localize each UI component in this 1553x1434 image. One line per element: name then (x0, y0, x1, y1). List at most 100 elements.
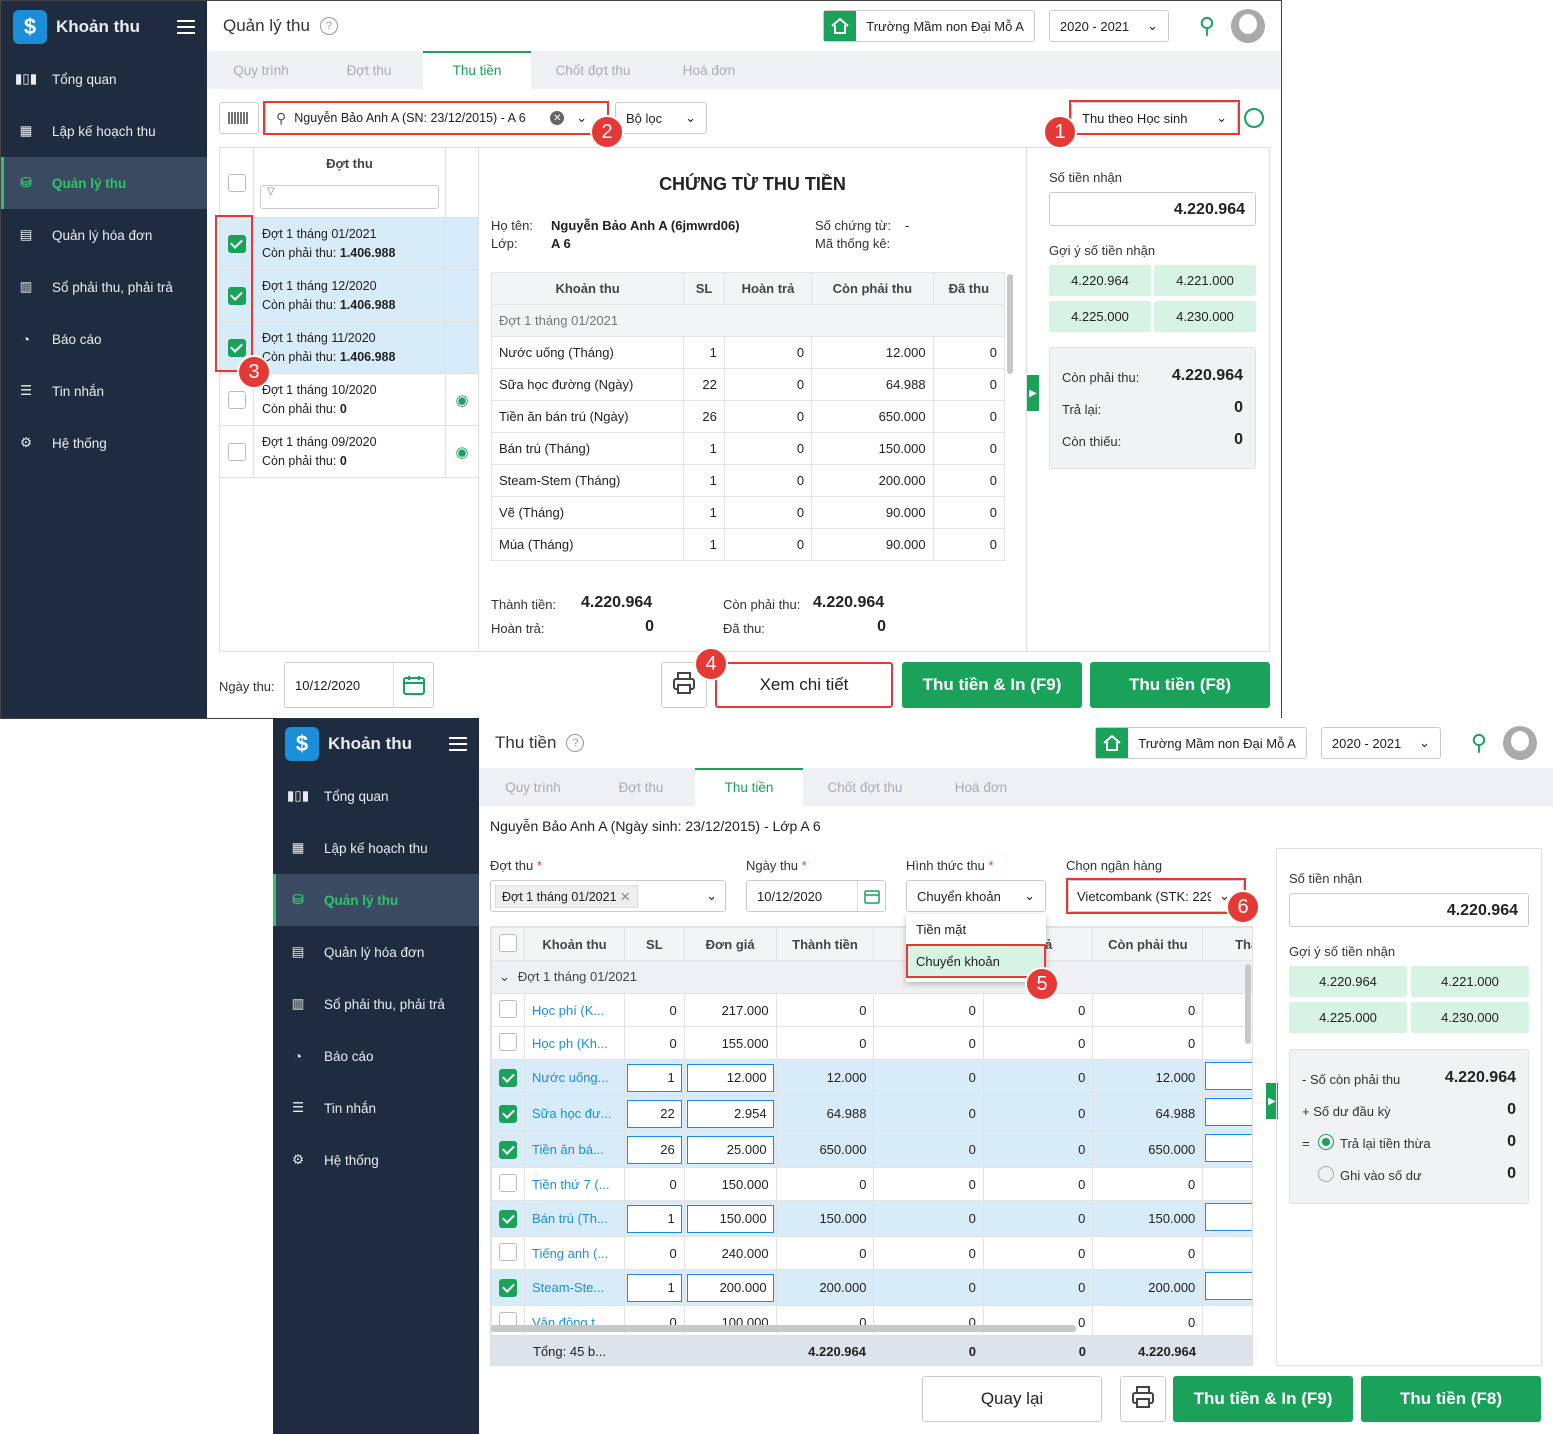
price-input[interactable]: 25.000 (686, 1135, 774, 1164)
batch-checkbox[interactable] (227, 286, 246, 305)
sidebar-item-so-phai-thu[interactable]: ▥ Sổ phải thu, phải trả (273, 978, 479, 1030)
sidebar-item-bao-cao[interactable]: ◔ Báo cáo (273, 1030, 479, 1082)
sidebar-item-tin-nhan[interactable]: ☰ Tin nhắn (1, 365, 207, 417)
price-input[interactable]: 200.000 (686, 1273, 774, 1302)
sidebar-item-so-phai-thu[interactable]: ▥ Sổ phải thu, phải trả (1, 261, 207, 313)
chevron-down-icon[interactable]: ⌄ (499, 969, 510, 984)
row-checkbox[interactable] (499, 1210, 517, 1228)
eye-icon[interactable]: ◉ (455, 391, 469, 409)
method-select[interactable]: Chuyển khoản ⌄ (906, 880, 1046, 912)
item-name-link[interactable]: Học ph (Kh... (524, 1026, 625, 1060)
extra-input[interactable] (1205, 1062, 1252, 1090)
pay-print-button[interactable]: Thu tiền & In (F9) (902, 662, 1082, 708)
item-name-link[interactable]: Bán trú (Th... (524, 1200, 625, 1237)
student-search[interactable]: ⚲ Nguyễn Bảo Anh A (SN: 23/12/2015) - A … (265, 102, 609, 134)
tab-chot-dot-thu[interactable]: Chốt đợt thu (827, 780, 903, 795)
pay-button[interactable]: Thu tiền (F8) (1090, 662, 1270, 708)
sidebar-item-tin-nhan[interactable]: ☰ Tin nhắn (273, 1082, 479, 1134)
item-name-link[interactable]: Tiền thứ 7 (... (524, 1167, 625, 1201)
menu-icon[interactable] (449, 733, 467, 755)
filter-select[interactable]: Bộ lọc ⌄ (615, 102, 707, 134)
remove-tag-icon[interactable]: ✕ (620, 889, 631, 904)
row-checkbox[interactable] (499, 1173, 517, 1192)
school-selector[interactable]: Trường Mầm non Đại Mỗ A (1095, 727, 1307, 759)
row-checkbox[interactable] (499, 1069, 517, 1087)
menu-icon[interactable] (177, 16, 195, 38)
barcode-button[interactable] (219, 102, 259, 134)
eye-icon[interactable]: ◉ (455, 443, 469, 461)
table-row[interactable]: Steam-Ste... 1 200.000 200.000 0 0 200.000 (491, 1269, 1252, 1306)
history-icon[interactable] (1244, 108, 1264, 128)
item-name-link[interactable]: Nước uống... (524, 1059, 625, 1096)
help-icon[interactable]: ? (566, 734, 585, 752)
year-select[interactable]: 2020 - 2021 ⌄ (1048, 10, 1169, 42)
clear-icon[interactable]: ✕ (550, 111, 565, 125)
sidebar-item-lap-ke-hoach-thu[interactable]: ▦ Lập kế hoạch thu (273, 822, 479, 874)
view-detail-button[interactable]: Xem chi tiết (715, 662, 893, 708)
sidebar-item-he-thong[interactable]: ⚙ Hệ thống (273, 1134, 479, 1186)
bank-select[interactable]: Vietcombank (STK: 229 ⌄ (1068, 880, 1244, 912)
extra-input[interactable] (1205, 1272, 1252, 1300)
sl-input[interactable]: 22 (626, 1099, 682, 1128)
batch-checkbox[interactable] (227, 234, 246, 253)
table-row[interactable]: Tiền thứ 7 (... 0 150.000 0 0 0 0 (491, 1167, 1252, 1201)
pay-button[interactable]: Thu tiền (F8) (1361, 1376, 1541, 1422)
horizontal-scrollbar[interactable] (491, 1325, 1076, 1332)
option-cash[interactable]: Tiền mặt (916, 922, 967, 937)
table-row[interactable]: Vận động t... 0 100.000 0 0 0 0 (491, 1305, 1252, 1339)
date-input[interactable]: 10/12/2020 (746, 880, 886, 912)
suggest-button[interactable]: 4.221.000 (1154, 265, 1256, 296)
sidebar-item-quan-ly-thu[interactable]: ⛁ Quản lý thu (273, 874, 479, 926)
batch-row[interactable]: Đợt 1 tháng 10/2020 Còn phải thu: 0 ◉ (220, 374, 478, 426)
vertical-scrollbar[interactable] (1245, 964, 1251, 1044)
suggest-button[interactable]: 4.220.964 (1049, 265, 1151, 296)
tab-chot-dot-thu[interactable]: Chốt đợt thu (555, 63, 631, 78)
table-row[interactable]: Nước uống... 1 12.000 12.000 0 0 12.000 (491, 1059, 1252, 1096)
row-checkbox[interactable] (499, 1032, 517, 1051)
item-name-link[interactable]: Sữa học đư... (524, 1095, 625, 1132)
table-row[interactable]: Bán trú (Th... 1 150.000 150.000 0 0 150.000 (491, 1200, 1252, 1237)
row-checkbox[interactable] (499, 999, 517, 1018)
sidebar-item-quan-ly-hoa-don[interactable]: ▤ Quản lý hóa đơn (273, 926, 479, 978)
batch-row[interactable]: Đợt 1 tháng 12/2020 Còn phải thu: 1.406.9… (220, 270, 478, 322)
pay-print-button[interactable]: Thu tiền & In (F9) (1173, 1376, 1353, 1422)
sl-input[interactable]: 1 (626, 1204, 682, 1233)
tab-dot-thu[interactable]: Đợt thu (346, 63, 392, 78)
back-button[interactable]: Quay lại (922, 1376, 1102, 1422)
tab-dot-thu[interactable]: Đợt thu (618, 780, 664, 795)
suggest-button[interactable]: 4.221.000 (1411, 966, 1529, 997)
batch-row[interactable]: Đợt 1 tháng 09/2020 Còn phải thu: 0 ◉ (220, 426, 478, 478)
select-all-checkbox[interactable] (499, 933, 517, 952)
scrollbar[interactable] (1007, 274, 1013, 374)
item-name-link[interactable]: Steam-Ste... (524, 1269, 625, 1306)
sl-input[interactable]: 1 (626, 1273, 682, 1302)
row-checkbox[interactable] (499, 1105, 517, 1123)
tab-thu-tien[interactable]: Thu tiền (423, 51, 531, 89)
tab-hoa-don[interactable]: Hoá đơn (682, 63, 736, 78)
avatar[interactable] (1503, 726, 1537, 760)
item-name-link[interactable]: Học phí (K... (524, 993, 625, 1027)
batch-checkbox[interactable] (227, 338, 246, 357)
suggest-button[interactable]: 4.225.000 (1049, 301, 1151, 332)
sl-input[interactable]: 26 (626, 1135, 682, 1164)
suggest-button[interactable]: 4.220.964 (1289, 966, 1407, 997)
chevron-down-icon[interactable]: ⌄ (576, 110, 588, 125)
sidebar-item-he-thong[interactable]: ⚙ Hệ thống (1, 417, 207, 469)
suggest-button[interactable]: 4.230.000 (1154, 301, 1256, 332)
received-input[interactable]: 4.220.964 (1289, 893, 1529, 927)
select-all-checkbox[interactable] (227, 173, 246, 192)
table-row[interactable]: Tiếng anh (... 0 240.000 0 0 0 0 (491, 1236, 1252, 1270)
price-input[interactable]: 150.000 (686, 1204, 774, 1233)
sidebar-item-quan-ly-hoa-don[interactable]: ▤ Quản lý hóa đơn (1, 209, 207, 261)
item-name-link[interactable]: Tiền ăn bá... (524, 1131, 625, 1168)
year-select[interactable]: 2020 - 2021 ⌄ (1320, 727, 1441, 759)
table-row[interactable]: Học phí (K... 0 217.000 0 0 0 0 (491, 993, 1252, 1027)
tools-icon[interactable]: ⚲ (1198, 13, 1215, 38)
sidebar-item-tong-quan[interactable]: ▮▯▮ Tổng quan (273, 770, 479, 822)
sidebar-item-bao-cao[interactable]: ◔ Báo cáo (1, 313, 207, 365)
row-checkbox[interactable] (499, 1242, 517, 1261)
batch-checkbox[interactable] (227, 442, 246, 461)
item-name-link[interactable]: Vận động t... (524, 1305, 625, 1339)
suggest-button[interactable]: 4.230.000 (1411, 1002, 1529, 1033)
radio-return[interactable] (1318, 1134, 1334, 1150)
